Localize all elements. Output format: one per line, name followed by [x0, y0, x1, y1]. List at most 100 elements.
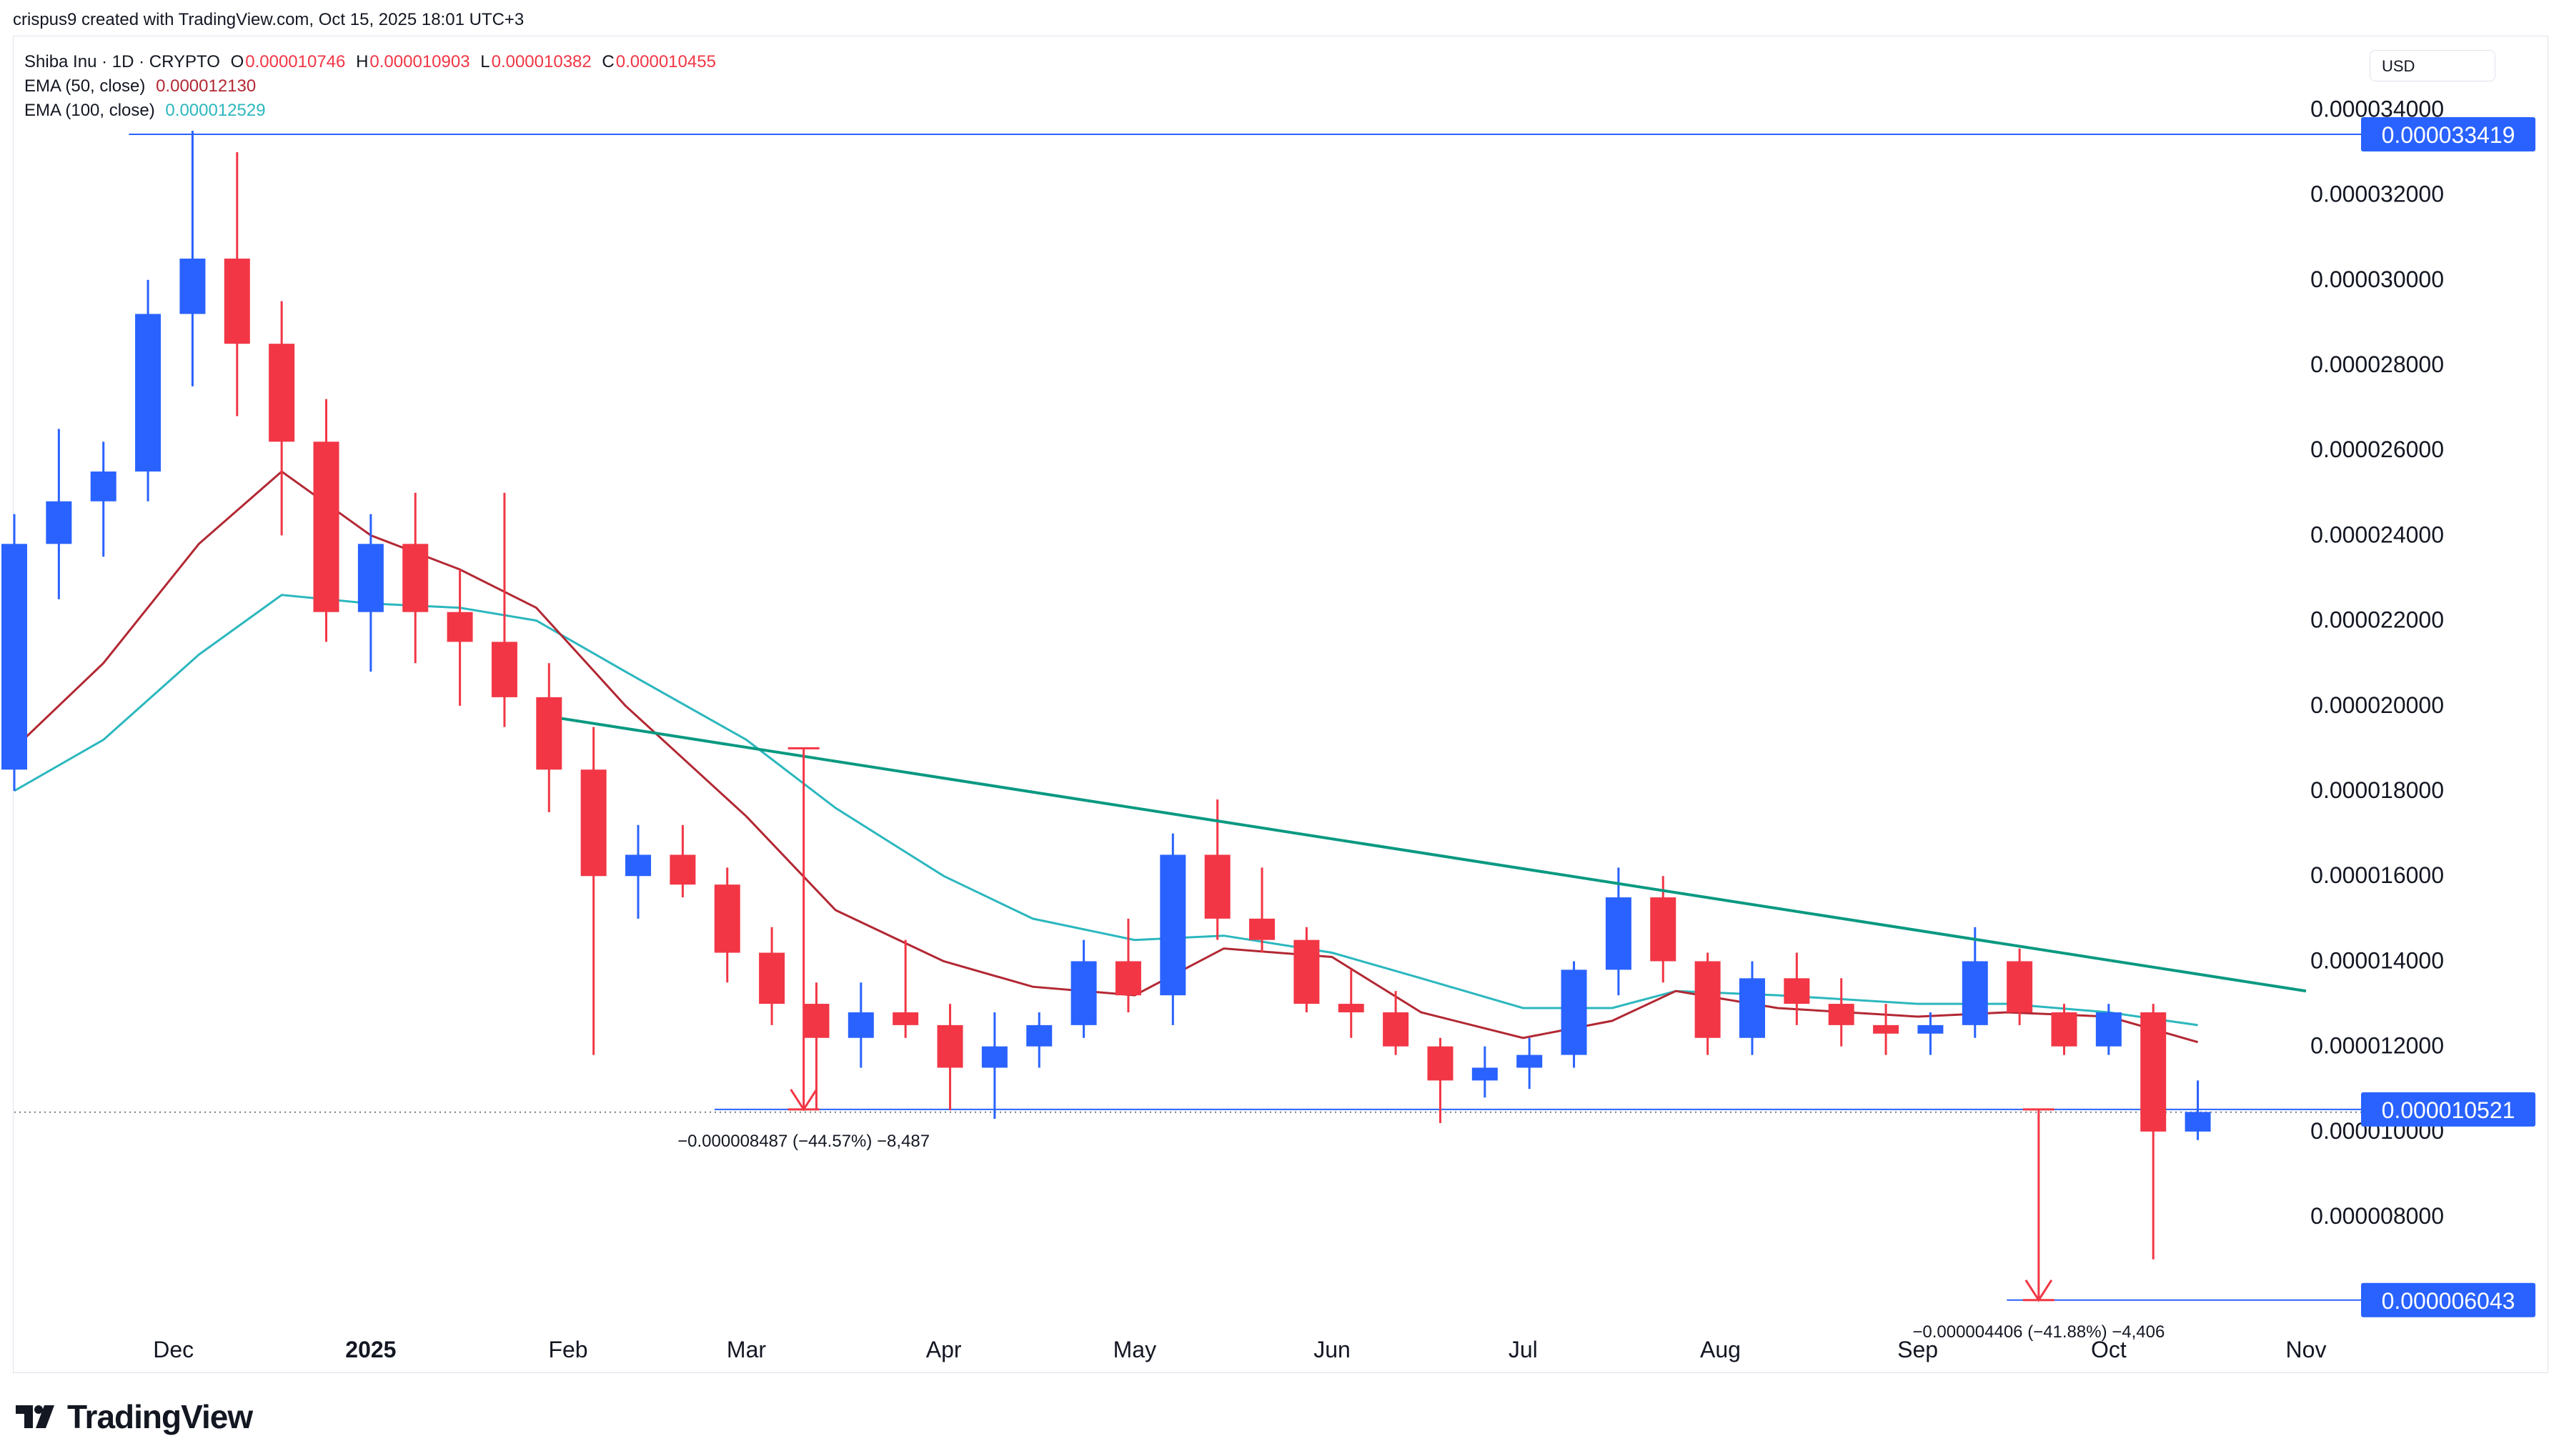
- candle: [937, 1004, 963, 1111]
- candle: [1204, 799, 1231, 940]
- candle-body: [1, 544, 27, 770]
- ema-100-line: [14, 594, 2198, 1027]
- price-badge: [2361, 116, 2535, 151]
- candle: [224, 151, 250, 417]
- candle: [1383, 991, 1409, 1055]
- candle: [491, 492, 517, 727]
- candle: [1338, 969, 1364, 1038]
- measure-arrow-head: [2024, 1279, 2053, 1302]
- chart-legend: Shiba Inu · 1D · CRYPTO O0.000010746 H 0.…: [24, 50, 716, 123]
- measure-label: −0.000004406 (−41.88%) −4,406: [1912, 1322, 2165, 1342]
- candle-body: [1338, 1004, 1364, 1012]
- candle: [1605, 867, 1631, 996]
- price-badge-label: 0.000006043: [2382, 1288, 2515, 1314]
- candle: [2007, 948, 2033, 1025]
- price-badge-label: 0.000033419: [2382, 122, 2515, 148]
- candle-body: [536, 697, 562, 770]
- candle: [1249, 867, 1276, 953]
- y-tick-label: 0.000032000: [2310, 181, 2444, 207]
- ema100-label: EMA (100, close): [24, 101, 155, 120]
- x-tick-label: Feb: [548, 1337, 587, 1362]
- y-tick-label: 0.000024000: [2310, 522, 2444, 547]
- candle: [848, 982, 874, 1068]
- y-tick-label: 0.000030000: [2310, 266, 2444, 292]
- candle: [2185, 1080, 2211, 1140]
- x-tick-label: Dec: [153, 1337, 194, 1362]
- x-tick-label: Sep: [1897, 1337, 1938, 1362]
- candle-body: [937, 1024, 963, 1068]
- candle-body: [1204, 854, 1231, 919]
- candle: [2095, 1004, 2122, 1055]
- candle: [1427, 1037, 1454, 1123]
- candle-body: [1650, 897, 1676, 962]
- candle: [1070, 939, 1097, 1038]
- candle: [893, 939, 919, 1038]
- measure-arrow-head: [790, 1089, 818, 1112]
- ema100-row[interactable]: EMA (100, close) 0.000012529: [24, 99, 716, 123]
- tradingview-logo[interactable]: TradingView: [16, 1397, 253, 1436]
- x-tick-label: Apr: [926, 1337, 962, 1362]
- candle: [179, 131, 206, 387]
- y-tick-label: 0.000020000: [2310, 692, 2444, 718]
- candle-body: [2051, 1012, 2077, 1047]
- y-tick-label: 0.000012000: [2310, 1033, 2444, 1059]
- close-value: 0.000010455: [615, 52, 716, 71]
- y-tick-label: 0.000022000: [2310, 607, 2444, 633]
- candle-body: [90, 471, 116, 502]
- ohlc-row: Shiba Inu · 1D · CRYPTO O0.000010746 H 0.…: [24, 50, 716, 74]
- candle: [1873, 1004, 1899, 1055]
- price-badge: [2361, 1092, 2535, 1127]
- ema50-row[interactable]: EMA (50, close) 0.000012130: [24, 74, 716, 99]
- x-tick-label: Aug: [1700, 1337, 1741, 1362]
- candle: [1, 514, 27, 792]
- candle: [1650, 876, 1676, 983]
- measure-label: −0.000008487 (−44.57%) −8,487: [677, 1132, 930, 1151]
- candle-body: [580, 769, 607, 877]
- currency-button[interactable]: USD: [2370, 50, 2495, 81]
- candle-body: [2095, 1012, 2122, 1047]
- candle-body: [759, 952, 785, 1004]
- candle: [625, 824, 652, 919]
- price-badge: [2361, 1282, 2535, 1317]
- candle-body: [2007, 961, 2033, 1012]
- candle-body: [491, 642, 517, 697]
- high-label: H: [356, 52, 369, 71]
- candle: [1828, 978, 1854, 1047]
- descending-trendline: [561, 717, 2307, 993]
- candle-body: [848, 1012, 874, 1038]
- candle-body: [1293, 939, 1320, 1004]
- candle: [357, 514, 384, 672]
- candle: [46, 429, 72, 599]
- candle: [269, 301, 295, 536]
- symbol-label[interactable]: Shiba Inu · 1D · CRYPTO: [24, 52, 220, 71]
- y-tick-label: 0.000014000: [2310, 947, 2444, 973]
- candle-body: [803, 1004, 830, 1038]
- candle-body: [2140, 1012, 2167, 1132]
- low-label: L: [480, 52, 490, 71]
- y-tick-label: 0.000026000: [2310, 437, 2444, 462]
- ema50-label: EMA (50, close): [24, 76, 146, 96]
- candle-body: [670, 854, 696, 885]
- candle-body: [1739, 978, 1765, 1038]
- candle: [670, 824, 696, 898]
- candle-body: [625, 854, 652, 877]
- price-badge-label: 0.000010521: [2382, 1097, 2515, 1123]
- x-tick-label: Mar: [727, 1337, 766, 1362]
- candle-body: [46, 501, 72, 544]
- candle: [1739, 961, 1765, 1055]
- x-tick-label: Oct: [2091, 1337, 2127, 1362]
- ema50-value: 0.000012130: [156, 76, 257, 96]
- candle-body: [313, 442, 339, 612]
- candle: [981, 1012, 1008, 1120]
- candle-body: [1160, 854, 1186, 996]
- candle: [1694, 952, 1721, 1055]
- candle-body: [269, 344, 295, 442]
- open-label: O: [230, 52, 244, 71]
- candle-body: [1605, 897, 1631, 970]
- low-value: 0.000010382: [491, 52, 592, 71]
- open-value: 0.000010746: [245, 52, 346, 71]
- candle-body: [1516, 1054, 1543, 1068]
- candle: [1917, 1012, 1944, 1055]
- candle: [313, 399, 339, 642]
